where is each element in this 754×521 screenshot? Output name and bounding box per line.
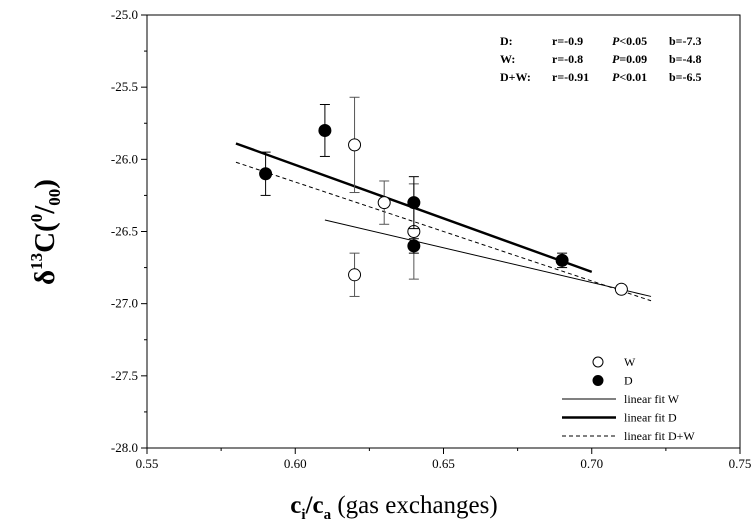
- stat-r: r=-0.9: [552, 34, 583, 48]
- y-tick-label: -27.0: [111, 296, 138, 311]
- x-tick-label: 0.70: [580, 456, 603, 471]
- x-tick-label: 0.55: [136, 456, 159, 471]
- x-tick-label: 0.60: [284, 456, 307, 471]
- legend-item-0: W: [592, 355, 636, 369]
- legend-label: linear fit W: [624, 392, 680, 406]
- stat-b: b=-6.5: [669, 70, 702, 84]
- stats-box: D: r=-0.9 P<0.05 b=-7.3 W: r=-0.8 P=0.09 b=-4.8…: [500, 34, 702, 84]
- legend-item-2: linear fit W: [562, 392, 680, 406]
- legend-label: W: [624, 355, 636, 369]
- y-tick-label: -25.0: [111, 7, 138, 22]
- point-W-1: [348, 268, 362, 282]
- y-axis-label: δ13C(0/00): [27, 179, 64, 285]
- stat-label: D:: [500, 34, 513, 48]
- fit-lines: [235, 142, 652, 302]
- point-W-2: [377, 196, 391, 210]
- point-W-4: [614, 282, 628, 296]
- point-D-0: [259, 167, 273, 181]
- legend-item-1: D: [592, 374, 633, 388]
- fit-line-2: [235, 161, 652, 302]
- point-D-3: [407, 239, 421, 253]
- stat-p: P=0.09: [612, 52, 647, 66]
- stat-p: P<0.01: [612, 70, 647, 84]
- legend-item-3: linear fit D: [562, 411, 677, 425]
- y-tick-label: -28.0: [111, 440, 138, 455]
- legend-marker: [592, 356, 604, 368]
- point-D-2: [407, 196, 421, 210]
- stat-r: r=-0.8: [552, 52, 583, 66]
- y-tick-label: -26.0: [111, 151, 138, 166]
- data-points: [259, 96, 628, 297]
- ticks: 0.55 0.60 0.65 0.70 0.75 -25.0 -25.5 -26.0 -26.5…: [111, 7, 751, 471]
- legend-marker: [592, 375, 604, 386]
- stat-label: D+W:: [500, 70, 531, 84]
- point-D-1: [318, 123, 332, 137]
- stat-b: b=-7.3: [669, 34, 702, 48]
- y-tick-label: -27.5: [111, 368, 138, 383]
- x-axis-label: ci/ca (gas exchanges): [290, 492, 497, 521]
- legend-label: D: [624, 374, 633, 388]
- stat-b: b=-4.8: [669, 52, 702, 66]
- x-tick-label: 0.65: [432, 456, 455, 471]
- stat-r: r=-0.91: [552, 70, 589, 84]
- y-tick-label: -25.5: [111, 79, 138, 94]
- y-tick-label: -26.5: [111, 224, 138, 239]
- legend-item-4: linear fit D+W: [562, 429, 695, 443]
- stat-p: P<0.05: [612, 34, 647, 48]
- point-D-4: [555, 253, 569, 267]
- point-W-0: [348, 138, 362, 152]
- stat-label: W:: [500, 52, 515, 66]
- fit-line-0: [324, 219, 652, 297]
- x-tick-label: 0.75: [729, 456, 752, 471]
- legend-label: linear fit D: [624, 411, 677, 425]
- legend-label: linear fit D+W: [624, 429, 695, 443]
